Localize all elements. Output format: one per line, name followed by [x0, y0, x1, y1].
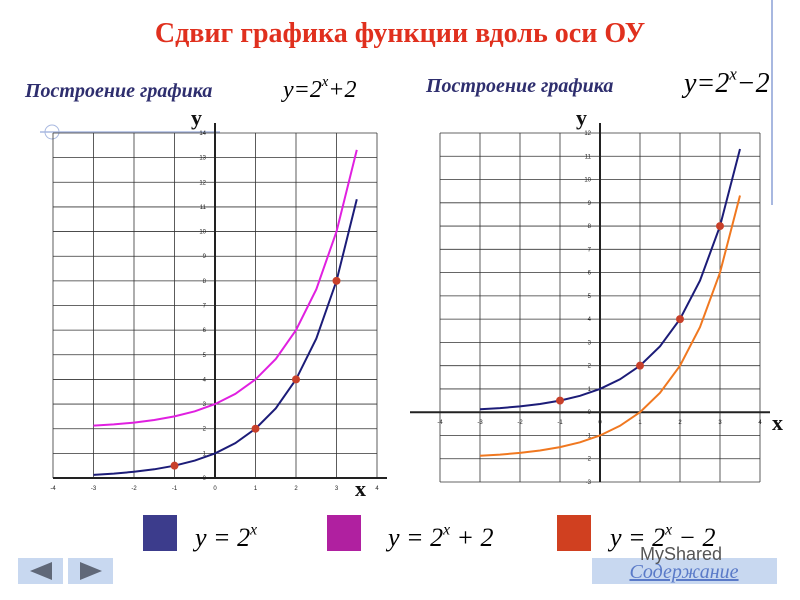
legend-swatch [557, 515, 591, 551]
point [332, 276, 341, 285]
point [556, 396, 564, 405]
formula-base: y = 2 [192, 523, 250, 552]
y-tick-label: 5 [203, 353, 207, 359]
y-tick-label: 2 [203, 427, 207, 433]
prev-icon [30, 562, 52, 580]
y-tick-label: 9 [203, 254, 207, 260]
y-tick-label: 8 [588, 224, 592, 230]
y-tick-label: 4 [588, 317, 592, 323]
x-tick-label: 4 [375, 486, 379, 492]
curve [479, 195, 741, 457]
y-tick-label: 0 [203, 476, 207, 482]
x-tick-label: -4 [437, 420, 443, 426]
subtitle: Построение графика [24, 80, 212, 102]
legend-swatch [143, 515, 177, 551]
y-tick-label: 12 [199, 180, 206, 186]
x-tick-label: -2 [131, 486, 137, 492]
y-tick-label: 1 [203, 451, 207, 457]
y-tick-label: -3 [586, 480, 592, 486]
formula-exp: x [728, 64, 737, 83]
formula-exp: x [664, 521, 672, 538]
x-tick-label: -2 [517, 420, 523, 426]
y-tick-label: 10 [199, 230, 206, 236]
x-tick-label: 1 [254, 486, 258, 492]
y-axis-label: y [191, 105, 202, 130]
legend-formula: y = 2x − 2 [607, 521, 716, 552]
contents-link[interactable]: Содержание [629, 561, 738, 583]
formula-base: y = 2 [385, 523, 443, 552]
x-axis-label: x [355, 476, 366, 501]
x-tick-label: 1 [638, 420, 642, 426]
x-tick-label: -1 [172, 486, 178, 492]
y-tick-label: 8 [203, 279, 207, 285]
point [676, 315, 684, 324]
legend-formula: y = 2x [192, 521, 257, 552]
curve [93, 149, 358, 427]
point [716, 222, 724, 231]
curve [479, 148, 741, 411]
y-tick-label: 4 [203, 377, 207, 383]
legend-formula: y = 2x + 2 [385, 521, 494, 552]
subtitle: Построение графика [425, 75, 613, 97]
y-tick-label: 0 [588, 410, 592, 416]
y-tick-label: 10 [584, 178, 591, 184]
x-tick-label: 0 [213, 486, 217, 492]
y-tick-label: 11 [585, 154, 592, 160]
formula-exp: x [249, 521, 257, 538]
x-tick-label: 2 [294, 486, 298, 492]
y-tick-label: 7 [203, 304, 207, 310]
x-tick-label: -4 [50, 486, 56, 492]
y-tick-label: 6 [203, 328, 207, 334]
point [292, 375, 300, 384]
formula-tail: −2 [737, 68, 770, 99]
point [636, 361, 644, 370]
title: Сдвиг графика функции вдоль оси ОУ [155, 18, 645, 49]
y-tick-label: 3 [588, 340, 592, 346]
y-tick-label: 11 [200, 205, 207, 211]
x-tick-label: -3 [477, 420, 483, 426]
formula-tail: +2 [328, 77, 356, 103]
x-axis-label: x [772, 410, 783, 435]
y-axis-label: y [576, 105, 587, 130]
x-tick-label: -1 [557, 420, 563, 426]
x-tick-label: 0 [598, 420, 602, 426]
subtitle-formula: y=2x+2 [281, 74, 356, 103]
y-tick-label: 14 [199, 131, 206, 137]
y-tick-label: 1 [588, 387, 592, 393]
y-tick-label: -2 [586, 457, 592, 463]
formula-base: y = 2 [607, 523, 665, 552]
y-tick-label: 7 [588, 247, 592, 253]
curve [93, 198, 358, 476]
point [170, 461, 179, 470]
formula-base: y=2 [281, 77, 322, 103]
y-tick-label: 12 [584, 131, 591, 137]
legend-swatch [327, 515, 361, 551]
contents-button[interactable] [592, 558, 777, 584]
formula-tail: + 2 [450, 523, 494, 552]
subtitle-formula: y=2x−2 [681, 64, 770, 99]
x-tick-label: 4 [758, 420, 762, 426]
formula-base: y=2 [681, 68, 729, 99]
y-tick-label: 5 [588, 294, 592, 300]
x-tick-label: 3 [335, 486, 339, 492]
deco-circle [44, 124, 60, 140]
watermark: MyShared [640, 544, 722, 564]
y-tick-label: 3 [203, 402, 207, 408]
formula-exp: x [321, 74, 329, 90]
y-tick-label: -1 [586, 433, 592, 439]
nav[interactable]: Содержание MyShared [18, 544, 777, 584]
formula-tail: − 2 [672, 523, 716, 552]
x-tick-label: -3 [91, 486, 97, 492]
y-tick-label: 2 [588, 364, 592, 370]
formula-exp: x [442, 521, 450, 538]
y-tick-label: 6 [588, 271, 592, 277]
x-tick-label: 2 [678, 420, 682, 426]
y-tick-label: 9 [588, 201, 592, 207]
next-icon [80, 562, 102, 580]
x-tick-label: 3 [718, 420, 722, 426]
y-tick-label: 13 [199, 156, 206, 162]
point [251, 424, 260, 433]
